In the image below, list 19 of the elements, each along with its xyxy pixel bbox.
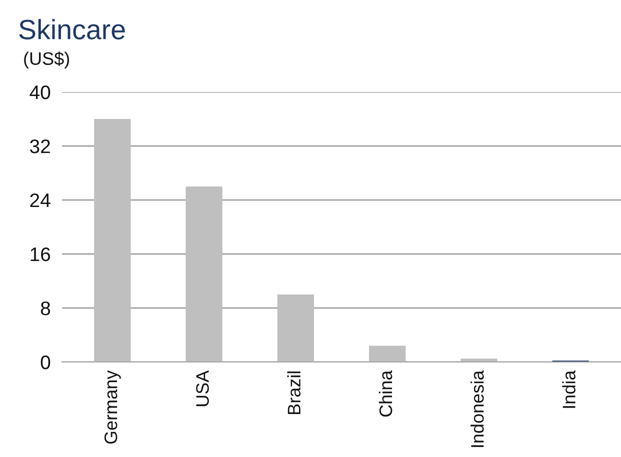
- chart-title: Skincare: [19, 19, 125, 40]
- x-tick-label: Brazil: [287, 372, 301, 414]
- y-tick-label: 8: [40, 301, 50, 316]
- x-tick-label: India: [562, 370, 576, 408]
- bar: [368, 346, 406, 362]
- bar: [460, 358, 498, 362]
- x-tick-label: Indonesia: [470, 370, 484, 447]
- y-tick-label: 0: [40, 355, 50, 370]
- x-tick-label: USA: [196, 370, 209, 406]
- y-axis-title: (US$): [24, 51, 70, 69]
- y-tick-label: 40: [30, 85, 50, 100]
- bar: [94, 119, 131, 362]
- y-tick-label: 16: [30, 247, 50, 262]
- y-tick-label: 32: [30, 139, 50, 154]
- x-tick-label: Germany: [104, 370, 121, 444]
- bar: [277, 294, 314, 362]
- x-tick-label: China: [378, 370, 392, 417]
- y-tick-label: 24: [30, 193, 50, 208]
- bar: [186, 186, 222, 362]
